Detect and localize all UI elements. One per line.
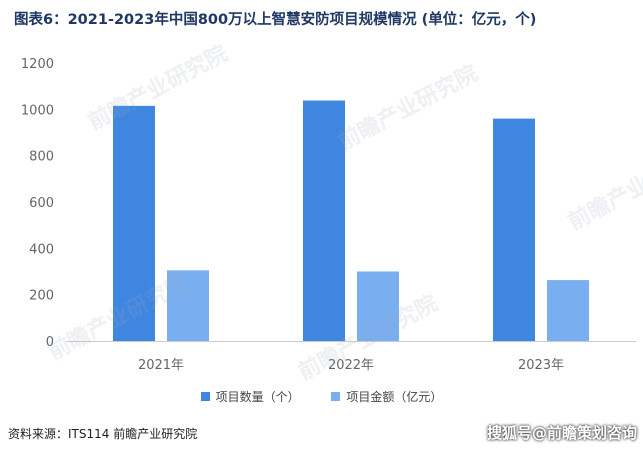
brand-watermark: 搜狐号@前瞻策划咨询 <box>486 424 637 442</box>
y-tick-label: 800 <box>29 150 54 165</box>
bar-project-amount <box>547 280 589 341</box>
y-tick-label: 600 <box>29 196 54 211</box>
bar-project-count <box>113 105 155 341</box>
legend-label-amount: 项目金额（亿元） <box>346 390 443 404</box>
source-note: 资料来源：ITS114 前瞻产业研究院 <box>8 427 198 441</box>
y-tick-label: 1000 <box>21 103 54 118</box>
bar-project-amount <box>357 271 399 341</box>
legend-swatch-amount <box>331 392 341 401</box>
chart-title: 图表6：2021-2023年中国800万以上智慧安防项目规模情况 (单位：亿元，… <box>14 12 537 28</box>
legend: 项目数量（个） 项目金额（亿元） <box>0 388 643 405</box>
legend-item-amount: 项目金额（亿元） <box>331 388 442 405</box>
bar-project-count <box>303 100 345 341</box>
y-tick-label: 200 <box>29 289 54 304</box>
bar-project-amount <box>167 270 209 341</box>
bar-project-count <box>493 118 535 341</box>
y-tick-label: 0 <box>46 335 54 350</box>
x-tick-label: 2021年 <box>138 358 184 373</box>
x-tick-label: 2023年 <box>518 358 564 373</box>
x-tick-label: 2022年 <box>328 358 374 373</box>
y-tick-label: 400 <box>29 242 54 257</box>
legend-item-count: 项目数量（个） <box>200 388 300 405</box>
y-tick-label: 1200 <box>21 57 54 72</box>
legend-label-count: 项目数量（个） <box>215 390 300 404</box>
legend-swatch-count <box>200 392 210 401</box>
